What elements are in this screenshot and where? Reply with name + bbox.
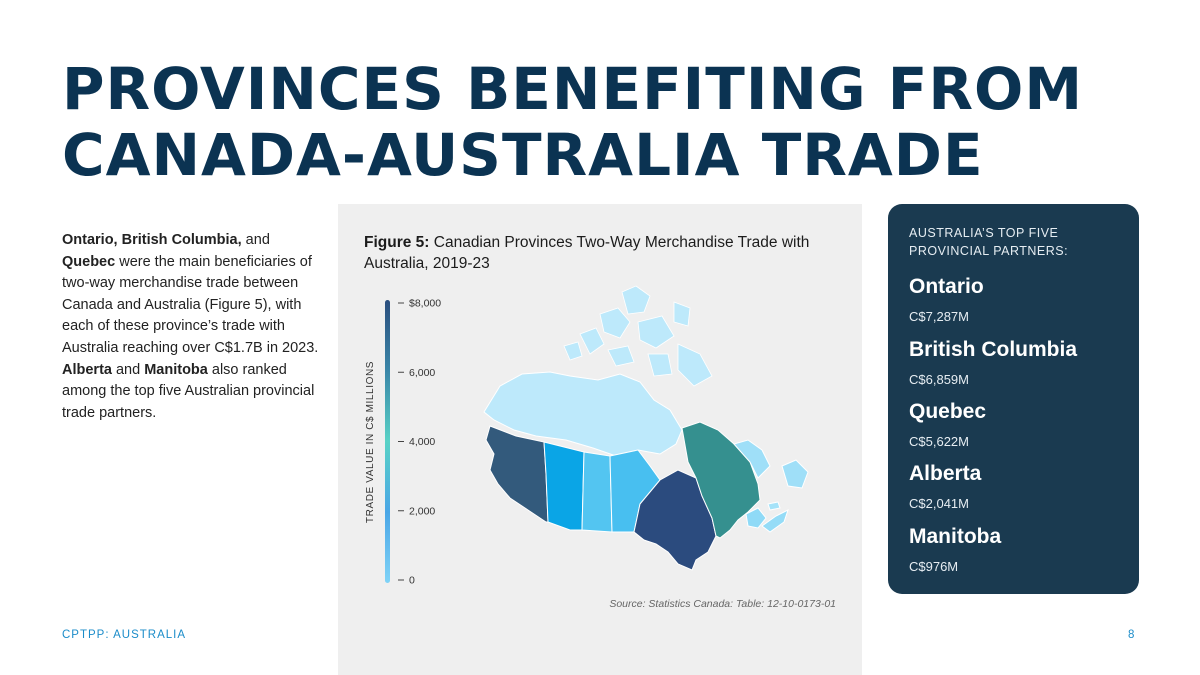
partner-value: C$2,041M xyxy=(909,496,969,511)
partner-value: C$5,622M xyxy=(909,434,969,449)
legend-ticks: 0 2,000 4,000 6,000 $8,000 xyxy=(398,298,441,587)
legend-gradient-bar xyxy=(385,300,390,583)
intro-bold-provinces: Ontario, British Columbia, xyxy=(62,232,242,248)
page-title-line-2: CANADA-AUSTRALIA TRADE xyxy=(62,121,984,189)
figure-label: Figure 5: xyxy=(364,234,430,251)
partner-name: Manitoba xyxy=(909,525,1002,548)
legend-scale: 0 2,000 4,000 6,000 $8,000 TRADE VALUE IN C$… xyxy=(365,298,441,587)
map-region-newfoundland-labrador xyxy=(733,439,771,479)
figure-source: Source: Statistics Canada: Table: 12-10-… xyxy=(609,598,836,610)
partner-manitoba: Manitoba C$976M xyxy=(909,524,1129,576)
partner-name: Alberta xyxy=(909,462,982,485)
map-region-saskatchewan xyxy=(581,451,613,533)
intro-paragraph: Ontario, British Columbia, and Quebec we… xyxy=(62,230,320,424)
page-title: PROVINCES BENEFITING FROM CANADA-AUSTRAL… xyxy=(62,56,1162,188)
figure-caption-text: Canadian Provinces Two-Way Merchandise T… xyxy=(364,234,810,272)
partner-alberta: Alberta C$2,041M xyxy=(909,461,1129,513)
footer-label: CPTPP: AUSTRALIA xyxy=(62,629,187,641)
figure-caption: Figure 5: Canadian Provinces Two-Way Mer… xyxy=(364,232,844,274)
map-region-nova-scotia xyxy=(761,509,789,533)
legend-tick-label: 0 xyxy=(409,575,415,587)
partner-quebec: Quebec C$5,622M xyxy=(909,399,1129,451)
map-region-ontario xyxy=(633,469,717,571)
legend-tick-label: $8,000 xyxy=(409,298,441,310)
canada-map xyxy=(483,285,809,571)
provinces xyxy=(483,371,809,571)
top-partners-heading: AUSTRALIA’S TOP FIVE PROVINCIAL PARTNERS… xyxy=(909,226,1069,258)
intro-text-1: and xyxy=(241,232,270,248)
partner-value: C$976M xyxy=(909,559,959,574)
map-region-british-columbia xyxy=(485,425,549,523)
figure-panel: Figure 5: Canadian Provinces Two-Way Mer… xyxy=(338,204,862,675)
legend-tick-label: 4,000 xyxy=(409,436,435,448)
page-title-line-1: PROVINCES BENEFITING FROM xyxy=(62,55,1084,123)
legend-tick-label: 2,000 xyxy=(409,505,435,517)
intro-bold-quebec: Quebec xyxy=(62,253,116,270)
partner-ontario: Ontario C$7,287M xyxy=(909,274,1129,326)
legend-tick-label: 6,000 xyxy=(409,367,435,379)
legend-axis-title: TRADE VALUE IN C$ MILLIONS xyxy=(365,361,376,523)
top-partners-panel: AUSTRALIA’S TOP FIVE PROVINCIAL PARTNERS… xyxy=(888,204,1139,594)
map-region-new-brunswick xyxy=(745,507,767,529)
partner-name: Quebec xyxy=(909,400,987,423)
map-region-alberta xyxy=(543,441,585,531)
map-region-prince-edward-island xyxy=(767,501,781,511)
intro-text-2: were the main beneficiaries of two-way m… xyxy=(62,253,319,356)
intro-bold-manitoba: Manitoba xyxy=(144,361,208,378)
partner-name: Ontario xyxy=(909,275,984,298)
map-region-newfoundland-island xyxy=(781,459,809,489)
intro-bold-alberta: Alberta xyxy=(62,361,112,378)
partner-name: British Columbia xyxy=(909,338,1078,361)
arctic-islands xyxy=(563,285,713,387)
partner-british-columbia: British Columbia C$6,859M xyxy=(909,337,1129,389)
intro-text-3: and xyxy=(111,361,145,378)
intro-text-4: also ranked among the top five Australia… xyxy=(62,361,315,421)
page-number: 8 xyxy=(1128,629,1135,641)
partner-value: C$7,287M xyxy=(909,309,969,324)
partner-value: C$6,859M xyxy=(909,372,969,387)
map-region-quebec xyxy=(681,421,761,539)
